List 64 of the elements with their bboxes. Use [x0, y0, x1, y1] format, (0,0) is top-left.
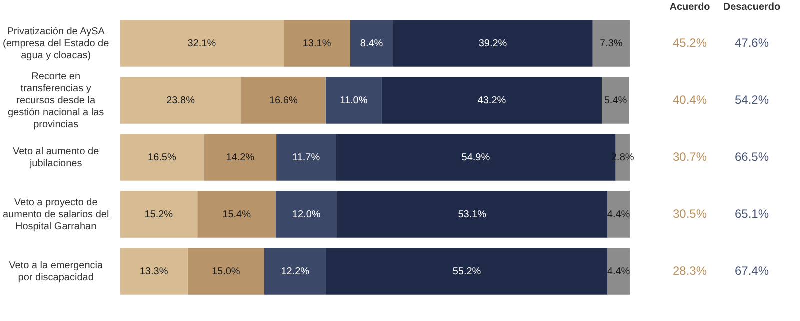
- data-label: 4.4%: [607, 266, 630, 278]
- text: 30.5%: [672, 206, 708, 221]
- bar: [120, 20, 284, 67]
- text: 45.2%: [672, 36, 708, 50]
- data-label: 15.2%: [144, 209, 174, 220]
- data-label: 11.0%: [340, 95, 368, 106]
- text: 66.5%: [734, 150, 770, 164]
- data-label: 5.4%: [604, 95, 628, 106]
- bar: [608, 191, 630, 238]
- data-label: 7.3%: [600, 38, 623, 50]
- y-tick-label: Recorte en transferencias y recursos desde la gestión nacional a las provincias: [8, 71, 104, 130]
- data-label: 15.4%: [222, 209, 252, 220]
- text: 40.4%: [672, 92, 708, 107]
- data-label: 54.9%: [462, 152, 490, 164]
- bar: [284, 20, 350, 67]
- bar: [326, 248, 608, 295]
- bar: [241, 77, 326, 124]
- data-label: 16.6%: [269, 95, 298, 106]
- bar: [198, 191, 276, 238]
- bar: [592, 20, 630, 67]
- y-tick-label: Veto a la emergencia por discapacidad: [9, 260, 104, 284]
- data-label: 32.1%: [188, 38, 216, 50]
- data-label: 15.0%: [212, 266, 240, 278]
- data-label: 12.0%: [292, 209, 321, 220]
- bar: [264, 248, 326, 295]
- data-label: 53.1%: [458, 209, 487, 220]
- bar: [276, 134, 336, 181]
- bar: [602, 77, 630, 124]
- bar: [120, 248, 188, 295]
- bar: [204, 134, 277, 181]
- text: 54.2%: [734, 92, 770, 107]
- text: Acuerdo: [670, 2, 710, 13]
- bar: [382, 77, 602, 124]
- bar: [393, 20, 593, 67]
- text: 65.1%: [734, 206, 770, 221]
- bar: [120, 134, 204, 181]
- data-label: 16.5%: [148, 152, 176, 164]
- bar: [350, 20, 394, 67]
- y-tick-label: Veto a proyecto de aumento de salarios del Hospital Garrahan: [2, 197, 110, 232]
- bar: [276, 191, 338, 238]
- y-tick-label: Veto al aumento de jubilaciones: [12, 146, 100, 170]
- bar: [120, 77, 242, 124]
- data-label: 8.4%: [360, 38, 384, 50]
- data-label: 12.2%: [281, 266, 310, 278]
- data-label: 23.8%: [166, 95, 196, 106]
- data-label: 55.2%: [452, 266, 482, 278]
- y-tick-label: Privatización de AySA (empresa del Estado de agua y cloacas): [3, 26, 110, 62]
- data-label: 13.1%: [302, 38, 332, 50]
- data-label: 4.4%: [607, 209, 630, 220]
- data-label: 13.3%: [140, 266, 168, 278]
- bar: [188, 248, 264, 295]
- bar: [608, 248, 630, 295]
- text: Desacuerdo: [723, 2, 781, 13]
- text: 67.4%: [734, 264, 770, 278]
- bar: [326, 77, 382, 124]
- data-label: 14.2%: [226, 152, 255, 164]
- text: 28.3%: [672, 264, 708, 278]
- data-label: 43.2%: [478, 95, 506, 106]
- data-label: 11.7%: [292, 152, 320, 164]
- text: 47.6%: [734, 36, 770, 50]
- bar: [337, 191, 608, 238]
- data-label: 39.2%: [478, 38, 508, 50]
- bar: [120, 191, 198, 238]
- text: 30.7%: [672, 150, 708, 164]
